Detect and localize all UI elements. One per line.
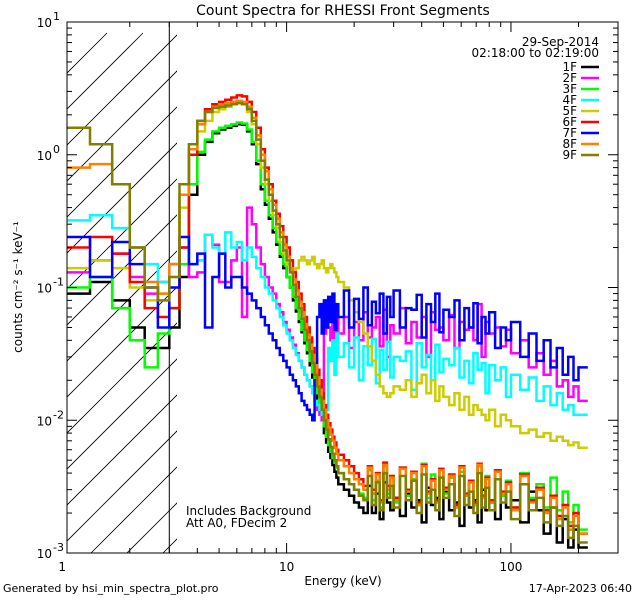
chart-title: Count Spectra for RHESSI Front Segments (196, 3, 490, 19)
legend-label: 8F (562, 137, 577, 151)
legend-label: 4F (562, 93, 577, 107)
hatch-line (67, 214, 177, 326)
annotation-attenuator: Att A0, FDecim 2 (186, 516, 287, 530)
hatch-line (67, 358, 177, 470)
x-tick-label: 100 (500, 560, 523, 574)
footer-timestamp: 17-Apr-2023 06:40 (528, 582, 632, 595)
y-tick-exponent: -1 (53, 276, 64, 289)
legend-label: 5F (562, 104, 577, 118)
annotation-background: Includes Background (186, 504, 311, 518)
time-range-label: 02:18:00 to 02:19:00 (472, 46, 599, 60)
legend-label: 6F (562, 115, 577, 129)
hatch-line (67, 70, 177, 182)
y-tick-label: 10 (37, 414, 52, 428)
legend-label: 1F (562, 60, 577, 74)
series-4F (67, 214, 588, 422)
y-tick-exponent: -3 (53, 541, 64, 554)
y-tick-label: 10 (37, 282, 52, 296)
x-axis-label: Energy (keV) (304, 574, 381, 588)
hatched-excluded-region (67, 32, 177, 553)
y-tick-label: 10 (37, 547, 52, 561)
legend-label: 2F (562, 71, 577, 85)
x-tick-label: 1 (58, 560, 66, 574)
legend-label: 3F (562, 82, 577, 96)
hatch-line (67, 286, 177, 398)
date-label: 29-Sep-2014 (522, 35, 599, 49)
hatch-line (67, 250, 177, 362)
y-axis-label: counts cm⁻² s⁻¹ keV⁻¹ (11, 221, 25, 353)
y-tick-exponent: 0 (53, 143, 60, 156)
series-9F (67, 101, 588, 544)
legend-label: 7F (562, 126, 577, 140)
hatch-line (67, 34, 177, 146)
y-tick-label: 10 (37, 16, 52, 30)
footer-generated-by: Generated by hsi_min_spectra_plot.pro (3, 582, 219, 595)
y-tick-exponent: 1 (53, 10, 60, 23)
legend-label: 9F (562, 148, 577, 162)
y-tick-exponent: -2 (53, 408, 64, 421)
x-tick-label: 10 (279, 560, 294, 574)
hatch-line (67, 106, 177, 218)
y-tick-label: 10 (37, 149, 52, 163)
series-7F (67, 235, 588, 422)
hatch-line (67, 430, 177, 542)
hatch-line (67, 394, 177, 506)
